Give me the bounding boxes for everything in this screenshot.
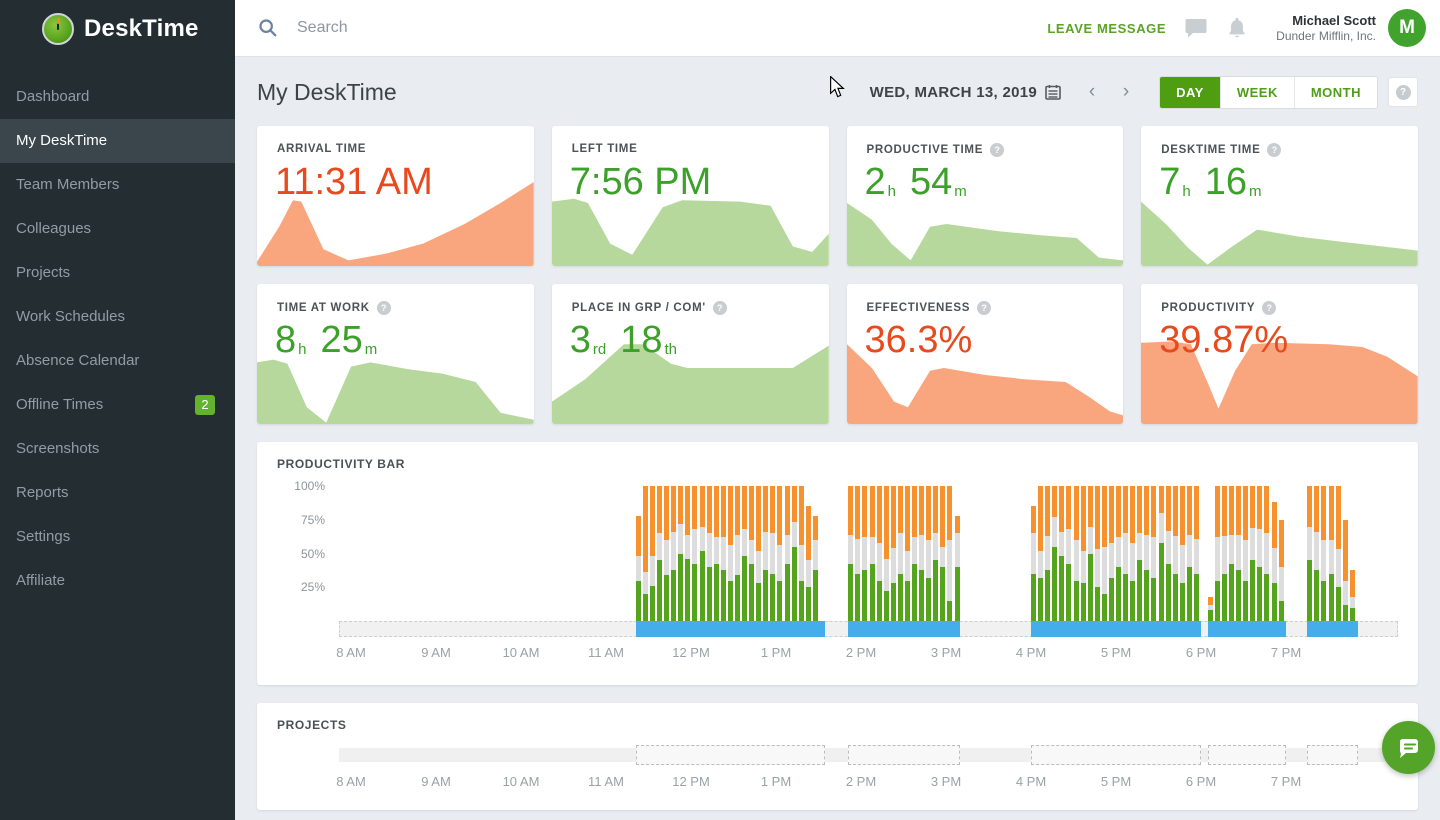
productivity-bar-title: PRODUCTIVITY BAR bbox=[277, 457, 406, 471]
card-value: 11:31 AM bbox=[275, 161, 433, 203]
sidebar-item-label: Absence Calendar bbox=[16, 352, 140, 369]
date-controls: WED, MARCH 13, 2019 ‹ › DAY WEEK MONTH ? bbox=[869, 75, 1418, 109]
notifications-bell-icon[interactable] bbox=[1226, 16, 1248, 40]
help-icon[interactable]: ? bbox=[990, 143, 1005, 157]
card-left-time: LEFT TIME 7:56 PM bbox=[551, 126, 829, 266]
card-title: PLACE IN GRP / COM' bbox=[571, 302, 706, 314]
card-title: EFFECTIVENESS bbox=[866, 302, 971, 314]
projects-timeline: 8 AM 9 AM 10 AM 11 AM 12 PM 1 PM 2 PM 3 PM 4 PM 5… bbox=[336, 734, 1398, 810]
search-bar bbox=[235, 17, 1047, 39]
sidebar-item-label: Projects bbox=[16, 264, 71, 281]
sidebar-item-label: Settings bbox=[16, 528, 71, 545]
card-title: PRODUCTIVE TIME bbox=[866, 144, 984, 156]
sidebar-item-label: Affiliate bbox=[16, 572, 65, 589]
calendar-icon[interactable] bbox=[1045, 84, 1061, 100]
card-productive-time: PRODUCTIVE TIME? 2 h 54 m bbox=[846, 126, 1124, 266]
productivity-bar-chart: 100% 75% 50% 25% 8 AM 9 AM 10 AM 11 AM 12 PM 1 PM… bbox=[294, 475, 1398, 677]
help-icon[interactable]: ? bbox=[712, 301, 727, 315]
logo[interactable]: DeskTime bbox=[0, 0, 235, 57]
sidebar-item-work-schedules[interactable]: Work Schedules bbox=[0, 295, 235, 339]
live-chat-button[interactable] bbox=[1382, 721, 1435, 774]
desktime-clock-icon bbox=[42, 12, 74, 45]
card-value: 39.87% bbox=[1159, 319, 1289, 361]
sidebar-item-settings[interactable]: Settings bbox=[0, 515, 235, 559]
sidebar-nav: Dashboard My DeskTime Team Members Colle… bbox=[0, 75, 235, 603]
card-value: 2 h 54 m bbox=[864, 161, 967, 203]
page-title: My DeskTime bbox=[257, 78, 397, 105]
card-value: 36.3% bbox=[864, 319, 973, 361]
leave-message-link[interactable]: LEAVE MESSAGE bbox=[1047, 20, 1167, 36]
avatar[interactable]: M bbox=[1388, 9, 1426, 47]
sidebar-item-projects[interactable]: Projects bbox=[0, 251, 235, 295]
card-effectiveness: EFFECTIVENESS? 36.3% bbox=[846, 284, 1124, 424]
card-value: 8 h 25 m bbox=[275, 319, 378, 361]
view-day-button[interactable]: DAY bbox=[1160, 76, 1220, 108]
sidebar-item-label: Colleagues bbox=[16, 220, 92, 237]
sidebar-item-label: Dashboard bbox=[16, 88, 90, 105]
logo-text: DeskTime bbox=[84, 14, 199, 42]
sidebar-item-colleagues[interactable]: Colleagues bbox=[0, 207, 235, 251]
card-title: LEFT TIME bbox=[571, 143, 638, 155]
projects-panel: PROJECTS 8 AM 9 AM 10 AM 11 AM 12 PM 1 PM 2 PM… bbox=[257, 703, 1418, 810]
sidebar-item-label: Offline Times bbox=[16, 396, 104, 413]
offline-times-badge: 2 bbox=[195, 395, 215, 415]
sidebar-item-label: Reports bbox=[16, 484, 69, 501]
sidebar-item-label: Work Schedules bbox=[16, 308, 125, 325]
view-week-button[interactable]: WEEK bbox=[1219, 76, 1294, 108]
sidebar-item-reports[interactable]: Reports bbox=[0, 471, 235, 515]
card-title: PRODUCTIVITY bbox=[1161, 302, 1256, 314]
stat-cards: ARRIVAL TIME 11:31 AM LEFT TIME 7:56 PM … bbox=[257, 126, 1418, 424]
message-icon[interactable] bbox=[1184, 17, 1208, 39]
card-value: 7 h 16 m bbox=[1159, 161, 1262, 203]
help-icon[interactable]: ? bbox=[1267, 143, 1282, 157]
help-button[interactable]: ? bbox=[1388, 77, 1418, 107]
productivity-bar-panel: PRODUCTIVITY BAR 100% 75% 50% 25% 8 AM 9 AM 10… bbox=[257, 442, 1418, 685]
card-time-at-work: TIME AT WORK? 8 h 25 m bbox=[257, 284, 534, 424]
sidebar-item-label: My DeskTime bbox=[16, 132, 108, 149]
help-icon[interactable]: ? bbox=[977, 301, 992, 315]
help-icon[interactable]: ? bbox=[376, 301, 391, 315]
card-productivity: PRODUCTIVITY? 39.87% bbox=[1141, 284, 1418, 424]
card-arrival-time: ARRIVAL TIME 11:31 AM bbox=[257, 126, 534, 266]
sidebar-item-dashboard[interactable]: Dashboard bbox=[0, 75, 235, 119]
user-menu[interactable]: Michael Scott Dunder Mifflin, Inc. bbox=[1276, 13, 1376, 43]
sidebar-item-screenshots[interactable]: Screenshots bbox=[0, 427, 235, 471]
view-month-button[interactable]: MONTH bbox=[1293, 76, 1377, 108]
main-content: My DeskTime WED, MARCH 13, 2019 ‹ › DAY … bbox=[235, 58, 1440, 820]
card-value: 7:56 PM bbox=[569, 161, 712, 203]
user-company: Dunder Mifflin, Inc. bbox=[1276, 29, 1376, 43]
sidebar: DeskTime Dashboard My DeskTime Team Memb… bbox=[0, 0, 235, 820]
projects-title: PROJECTS bbox=[277, 718, 347, 732]
sidebar-item-team-members[interactable]: Team Members bbox=[0, 163, 235, 207]
topbar: LEAVE MESSAGE Michael Scott Dunder Miffl… bbox=[235, 0, 1440, 57]
sidebar-item-my-desktime[interactable]: My DeskTime bbox=[0, 119, 235, 163]
sidebar-item-label: Team Members bbox=[16, 176, 120, 193]
sidebar-item-offline-times[interactable]: Offline Times 2 bbox=[0, 383, 235, 427]
search-icon bbox=[259, 19, 277, 37]
current-date: WED, MARCH 13, 2019 bbox=[869, 83, 1038, 101]
user-name: Michael Scott bbox=[1292, 13, 1376, 28]
card-title: ARRIVAL TIME bbox=[277, 143, 367, 155]
prev-day-button[interactable]: ‹ bbox=[1088, 81, 1096, 102]
sidebar-item-affiliate[interactable]: Affiliate bbox=[0, 559, 235, 603]
topbar-right: LEAVE MESSAGE Michael Scott Dunder Miffl… bbox=[1047, 9, 1440, 47]
card-title: TIME AT WORK bbox=[277, 302, 370, 314]
page-header: My DeskTime WED, MARCH 13, 2019 ‹ › DAY … bbox=[257, 58, 1418, 126]
chat-leaf-icon bbox=[1399, 738, 1418, 758]
sidebar-item-label: Screenshots bbox=[16, 440, 100, 457]
next-day-button[interactable]: › bbox=[1122, 81, 1130, 102]
search-input[interactable] bbox=[297, 19, 697, 37]
sidebar-item-absence-calendar[interactable]: Absence Calendar bbox=[0, 339, 235, 383]
view-toggle: DAY WEEK MONTH bbox=[1159, 75, 1378, 109]
card-desktime-time: DESKTIME TIME? 7 h 16 m bbox=[1141, 126, 1418, 266]
help-icon: ? bbox=[1395, 84, 1411, 100]
help-icon[interactable]: ? bbox=[1262, 301, 1277, 315]
card-title: DESKTIME TIME bbox=[1161, 144, 1261, 156]
